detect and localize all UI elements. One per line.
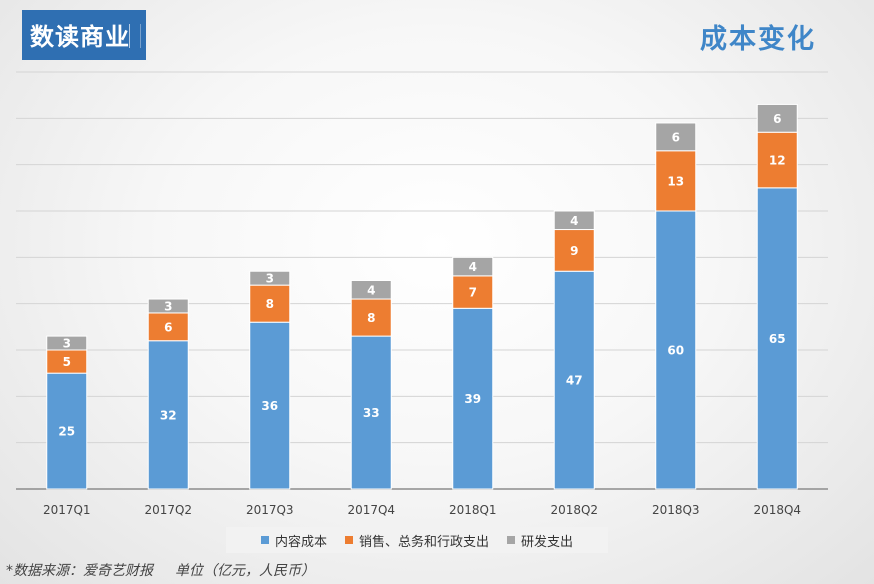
data-label-content-cost: 60 (667, 344, 684, 358)
data-label-content-cost: 39 (464, 392, 481, 406)
bar-rd (147, 298, 189, 314)
logo-decoration (129, 24, 141, 48)
data-label-content-cost: 65 (769, 332, 786, 346)
data-label-sga: 12 (769, 154, 786, 168)
chart-title: 成本变化 (700, 24, 816, 55)
x-tick-label: 2018Q4 (753, 503, 801, 517)
data-label-content-cost: 47 (566, 374, 583, 388)
bar-rd (553, 210, 595, 231)
bar-sga (350, 298, 392, 337)
data-label-rd: 4 (367, 283, 375, 297)
bar-rd (350, 280, 392, 300)
x-tick-label: 2017Q1 (43, 503, 91, 517)
bar-content-cost (655, 210, 697, 490)
logo: 数读商业 (22, 10, 146, 60)
bar-sga (553, 229, 595, 272)
logo-text: 数读商业 (30, 22, 130, 51)
bar-content-cost (46, 372, 88, 490)
data-label-sga: 8 (367, 311, 375, 325)
bar-content-cost (350, 335, 392, 490)
x-tick-label: 2018Q1 (449, 503, 497, 517)
data-label-sga: 9 (570, 244, 578, 258)
unit-note: 单位（亿元，人民币） (175, 563, 315, 579)
bar-content-cost (553, 270, 595, 490)
legend-swatch-content-cost (260, 536, 269, 544)
gridlines (16, 71, 828, 490)
data-label-rd: 3 (164, 299, 172, 313)
data-label-sga: 13 (667, 174, 684, 188)
bar-content-cost (452, 307, 494, 490)
data-label-sga: 5 (63, 355, 71, 369)
legend-item-rd: 研发支出 (507, 531, 573, 550)
bar-sga (147, 312, 189, 342)
bar-sga (655, 150, 697, 212)
data-label-rd: 4 (469, 260, 477, 274)
legend-label-content-cost: 内容成本 (274, 534, 327, 550)
bar-rd (655, 122, 697, 152)
legend-swatch-rd (507, 536, 515, 544)
bar-content-cost (147, 340, 189, 490)
x-tick-label: 2017Q2 (144, 503, 192, 517)
bar-rd (452, 256, 494, 277)
data-label-sga: 7 (469, 286, 477, 300)
legend-label-rd: 研发支出 (521, 534, 574, 550)
bar-sga (249, 284, 291, 323)
bar-content-cost (249, 321, 291, 490)
legend-item-content-cost: 内容成本 (260, 531, 327, 550)
x-tick-label: 2017Q4 (347, 503, 395, 517)
data-label-sga: 6 (164, 320, 172, 334)
bar-rd (756, 103, 798, 133)
legend: 内容成本 销售、总务和行政支出 研发支出 (226, 527, 608, 553)
data-label-content-cost: 33 (363, 406, 380, 420)
data-label-rd: 3 (266, 272, 274, 286)
source-note: *数据来源：爱奇艺财报 (6, 563, 153, 579)
bar-rd (249, 270, 291, 286)
x-tick-label: 2018Q2 (550, 503, 598, 517)
legend-label-sga: 销售、总务和行政支出 (358, 534, 489, 550)
data-label-rd: 3 (63, 337, 71, 351)
data-label-sga: 8 (266, 297, 274, 311)
x-axis-labels: 2017Q1 2017Q2 2017Q3 2017Q4 2018Q1 2018Q2 2018… (43, 503, 801, 517)
legend-swatch-sga (344, 536, 353, 544)
data-label-content-cost: 25 (58, 425, 75, 439)
data-label-content-cost: 32 (160, 408, 177, 422)
bar-content-cost (756, 187, 798, 490)
footnote: *数据来源：爱奇艺财报 单位（亿元，人民币） (6, 560, 315, 580)
data-label-rd: 6 (773, 112, 781, 126)
legend-item-sga: 销售、总务和行政支出 (344, 531, 489, 550)
data-label-rd: 4 (570, 214, 578, 228)
bar-sga (452, 275, 494, 309)
x-tick-label: 2017Q3 (246, 503, 294, 517)
data-label-content-cost: 36 (261, 399, 278, 413)
bar-rd (46, 335, 88, 351)
data-label-rd: 6 (672, 130, 680, 144)
x-tick-label: 2018Q3 (652, 503, 700, 517)
